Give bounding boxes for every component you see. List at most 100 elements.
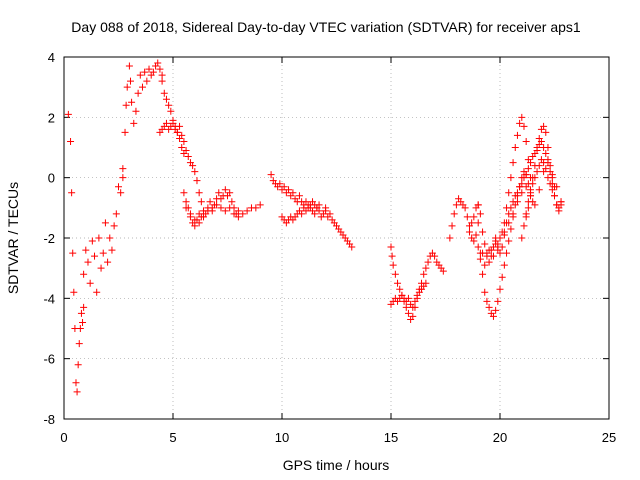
data-point <box>72 379 80 387</box>
data-point <box>537 137 545 145</box>
plot-frame <box>63 56 610 420</box>
data-point <box>489 252 497 260</box>
data-point <box>215 189 223 197</box>
data-point <box>494 243 502 251</box>
data-point <box>505 237 513 245</box>
data-point <box>389 261 397 269</box>
data-point <box>485 258 493 266</box>
data-point <box>73 388 81 396</box>
data-point <box>149 68 157 76</box>
data-point <box>500 261 508 269</box>
data-marks <box>64 59 565 396</box>
data-point <box>535 162 543 170</box>
data-point <box>492 306 500 314</box>
data-point <box>315 201 323 209</box>
data-point <box>483 297 491 305</box>
data-point <box>167 107 175 115</box>
data-point <box>80 303 88 311</box>
data-point <box>276 180 284 188</box>
data-point <box>182 204 190 212</box>
data-point <box>191 168 199 176</box>
data-point <box>306 204 314 212</box>
data-point <box>99 249 107 257</box>
data-point <box>431 252 439 260</box>
data-point <box>507 204 515 212</box>
tick-layer: 0 5 10 15 20 25 -8 -6 -4 -2 0 2 4 <box>43 50 616 445</box>
data-point <box>513 189 521 197</box>
data-point <box>128 98 136 106</box>
data-point <box>448 222 456 230</box>
data-point <box>130 119 138 127</box>
data-point <box>546 168 554 176</box>
data-point <box>154 59 162 67</box>
data-point <box>470 213 478 221</box>
data-point <box>119 174 127 182</box>
data-point <box>548 174 556 182</box>
data-point <box>535 186 543 194</box>
data-point <box>452 201 460 209</box>
data-point <box>463 213 471 221</box>
data-point <box>125 62 133 70</box>
data-point <box>492 234 500 242</box>
data-point <box>239 210 247 218</box>
y-tick-label: -8 <box>43 412 55 427</box>
data-point <box>204 207 212 215</box>
data-point <box>243 207 251 215</box>
data-point <box>461 204 469 212</box>
data-point <box>228 198 236 206</box>
data-point <box>531 150 539 158</box>
data-point <box>472 231 480 239</box>
data-point <box>256 201 264 209</box>
y-tick-label: -4 <box>43 291 55 306</box>
data-point <box>555 207 563 215</box>
data-point <box>141 68 149 76</box>
y-tick-label: -2 <box>43 231 55 246</box>
data-point <box>86 279 94 287</box>
data-point <box>226 204 234 212</box>
x-tick-label: 10 <box>275 430 289 445</box>
data-point <box>540 144 548 151</box>
data-point <box>326 210 334 218</box>
y-axis-label: SDTVAR / TECUs <box>5 182 21 294</box>
data-point <box>230 210 238 218</box>
data-point <box>200 213 208 221</box>
data-point <box>75 340 83 348</box>
x-tick-label: 5 <box>169 430 176 445</box>
data-point <box>518 113 526 121</box>
data-point <box>110 222 118 230</box>
data-point <box>533 168 541 176</box>
data-point <box>522 213 530 221</box>
data-point <box>176 134 184 142</box>
data-point <box>404 309 412 317</box>
data-point <box>387 243 395 251</box>
data-point <box>474 243 482 251</box>
data-point <box>520 222 528 230</box>
data-point <box>522 137 530 145</box>
data-point <box>197 198 205 206</box>
data-point <box>134 89 142 97</box>
data-point <box>79 318 87 326</box>
data-point <box>70 288 78 296</box>
data-point <box>481 261 489 269</box>
data-point <box>138 83 146 91</box>
data-point <box>76 325 84 332</box>
data-point <box>68 189 76 197</box>
data-point <box>524 204 532 212</box>
data-point <box>527 159 535 167</box>
data-point <box>498 273 506 281</box>
data-point <box>544 159 552 167</box>
data-point <box>540 122 548 130</box>
data-point <box>106 234 114 242</box>
chart-title: Day 088 of 2018, Sidereal Day-to-day VTE… <box>71 19 581 35</box>
data-point <box>404 294 412 302</box>
data-point <box>165 101 173 109</box>
data-point <box>156 65 164 73</box>
data-point <box>184 153 192 161</box>
data-point <box>531 174 539 182</box>
data-point <box>481 240 489 248</box>
data-point <box>439 267 447 275</box>
data-point <box>143 77 151 85</box>
data-point <box>311 210 319 218</box>
data-point <box>524 165 532 173</box>
